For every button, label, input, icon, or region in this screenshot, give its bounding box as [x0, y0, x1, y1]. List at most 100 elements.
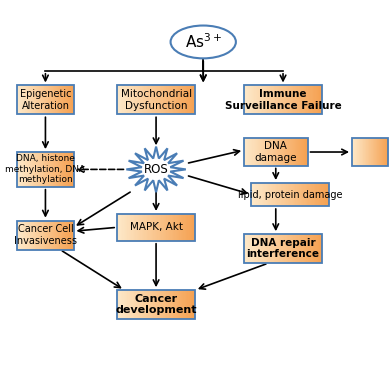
Bar: [270, 234, 272, 263]
Bar: [71, 152, 72, 187]
Bar: [65, 221, 66, 249]
Bar: [28, 221, 30, 249]
Bar: [147, 86, 148, 114]
Bar: [23, 86, 24, 114]
Bar: [48, 86, 49, 114]
Bar: [279, 234, 280, 263]
Bar: [126, 290, 128, 319]
Bar: [257, 86, 258, 114]
Bar: [58, 86, 59, 114]
Bar: [185, 214, 186, 241]
Bar: [35, 86, 36, 114]
Bar: [145, 290, 147, 319]
Bar: [122, 86, 124, 114]
Bar: [267, 86, 269, 114]
Bar: [41, 152, 42, 187]
Bar: [296, 86, 297, 114]
Bar: [134, 86, 135, 114]
Bar: [158, 214, 159, 241]
Bar: [41, 86, 42, 114]
Bar: [161, 214, 163, 241]
Bar: [68, 221, 69, 249]
Bar: [55, 86, 56, 114]
Bar: [328, 183, 329, 206]
Bar: [19, 152, 20, 187]
Bar: [168, 290, 169, 319]
Bar: [263, 183, 264, 206]
Bar: [173, 290, 174, 319]
Bar: [278, 86, 279, 114]
Bar: [69, 152, 70, 187]
Bar: [30, 221, 32, 249]
Bar: [244, 86, 322, 114]
Bar: [288, 183, 289, 206]
Bar: [48, 152, 49, 187]
Bar: [148, 214, 150, 241]
Bar: [384, 138, 385, 166]
Bar: [36, 86, 37, 114]
Text: Mitochondrial
Dysfunction: Mitochondrial Dysfunction: [121, 89, 192, 111]
Bar: [244, 138, 308, 166]
Bar: [275, 138, 276, 166]
Bar: [135, 290, 137, 319]
Bar: [282, 234, 283, 263]
Bar: [244, 234, 322, 263]
Bar: [261, 86, 262, 114]
Bar: [305, 234, 307, 263]
Bar: [21, 221, 22, 249]
Bar: [144, 214, 145, 241]
Bar: [358, 138, 359, 166]
Bar: [249, 86, 251, 114]
Bar: [254, 86, 256, 114]
Bar: [353, 138, 354, 166]
Bar: [120, 86, 121, 114]
Bar: [130, 214, 131, 241]
Bar: [62, 86, 63, 114]
Bar: [117, 214, 195, 241]
Bar: [57, 221, 58, 249]
Bar: [54, 86, 55, 114]
Bar: [282, 138, 283, 166]
Bar: [281, 183, 282, 206]
Bar: [64, 152, 65, 187]
Bar: [137, 290, 138, 319]
Bar: [273, 183, 275, 206]
Bar: [376, 138, 377, 166]
Bar: [254, 234, 256, 263]
Bar: [40, 152, 41, 187]
Bar: [269, 234, 270, 263]
Bar: [164, 86, 165, 114]
Bar: [129, 86, 130, 114]
Bar: [42, 221, 43, 249]
Bar: [301, 183, 302, 206]
Bar: [379, 138, 380, 166]
Bar: [54, 152, 55, 187]
Bar: [131, 214, 133, 241]
Bar: [374, 138, 375, 166]
Bar: [277, 234, 278, 263]
Bar: [295, 86, 296, 114]
Bar: [356, 138, 357, 166]
Bar: [244, 234, 245, 263]
Bar: [248, 86, 249, 114]
Bar: [49, 221, 50, 249]
Bar: [364, 138, 365, 166]
Bar: [56, 152, 57, 187]
Bar: [362, 138, 363, 166]
Bar: [151, 290, 152, 319]
Bar: [70, 86, 71, 114]
Bar: [137, 86, 138, 114]
Bar: [312, 183, 314, 206]
Bar: [47, 86, 48, 114]
Bar: [269, 86, 270, 114]
Text: Immune
Surveillance Failure: Immune Surveillance Failure: [225, 89, 342, 111]
Bar: [30, 86, 32, 114]
Bar: [150, 290, 151, 319]
Bar: [265, 138, 266, 166]
Bar: [259, 86, 261, 114]
Bar: [274, 234, 275, 263]
Bar: [26, 221, 27, 249]
Bar: [170, 86, 172, 114]
Bar: [193, 290, 194, 319]
Bar: [287, 86, 288, 114]
